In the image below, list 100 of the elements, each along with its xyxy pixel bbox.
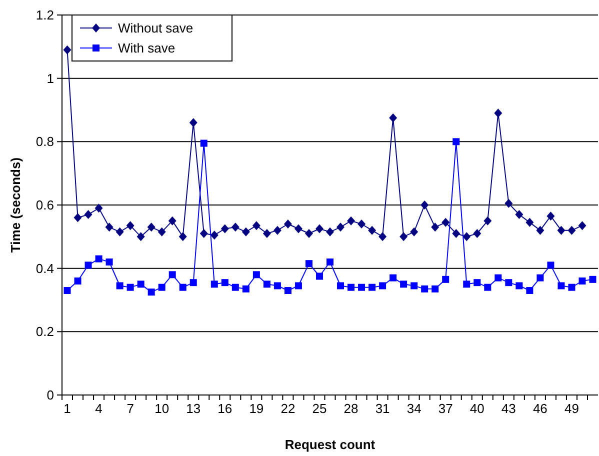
point xyxy=(379,282,386,290)
point xyxy=(378,232,387,242)
point xyxy=(158,284,166,291)
point xyxy=(452,138,460,146)
point xyxy=(284,287,292,294)
y-tick-label: 0.6 xyxy=(36,198,54,213)
point xyxy=(220,224,229,234)
point xyxy=(74,278,82,284)
point xyxy=(95,255,102,262)
point xyxy=(294,224,302,234)
point xyxy=(526,218,534,227)
y-tick-label: 0 xyxy=(46,388,54,403)
point xyxy=(368,226,376,235)
point xyxy=(232,284,239,291)
point xyxy=(231,222,240,232)
point xyxy=(536,226,544,235)
point xyxy=(400,232,408,242)
x-tick-label: 4 xyxy=(95,401,102,416)
point xyxy=(274,282,281,290)
x-tick-label: 16 xyxy=(218,401,232,416)
point xyxy=(432,285,439,292)
point xyxy=(505,279,512,286)
x-tick-label: 31 xyxy=(375,401,390,416)
point xyxy=(515,210,524,219)
point xyxy=(168,216,176,226)
point xyxy=(546,212,555,221)
point xyxy=(252,221,260,230)
x-tick-label: 1 xyxy=(64,401,71,416)
point xyxy=(547,262,554,269)
point xyxy=(462,232,471,242)
y-tick-label: 1 xyxy=(46,70,54,86)
point xyxy=(294,282,302,290)
point xyxy=(126,221,134,230)
point xyxy=(242,285,250,292)
point xyxy=(137,280,144,288)
point xyxy=(284,220,292,228)
point xyxy=(116,227,124,236)
point xyxy=(494,108,502,118)
x-tick-label: 37 xyxy=(438,401,453,416)
point xyxy=(316,272,323,280)
point xyxy=(64,287,71,294)
point xyxy=(484,284,492,291)
point xyxy=(484,216,492,226)
y-tick-label: 0.4 xyxy=(36,260,54,276)
legend-label: With save xyxy=(118,40,176,56)
x-tick-label: 7 xyxy=(126,401,134,416)
x-axis-title: Request count xyxy=(284,437,376,452)
x-tick-label: 28 xyxy=(344,401,358,416)
point xyxy=(189,118,198,128)
point xyxy=(74,213,82,222)
point xyxy=(263,280,270,288)
point xyxy=(442,276,450,283)
point xyxy=(148,288,155,296)
point xyxy=(168,271,176,278)
point xyxy=(84,262,92,269)
point xyxy=(494,274,502,282)
point xyxy=(304,229,313,238)
point xyxy=(442,218,450,227)
x-tick-label: 34 xyxy=(406,401,422,416)
point xyxy=(200,229,208,238)
point xyxy=(516,282,523,290)
point xyxy=(452,229,460,238)
point xyxy=(557,226,566,235)
point xyxy=(348,284,355,291)
point xyxy=(94,204,103,213)
point xyxy=(242,227,250,236)
point xyxy=(158,227,166,236)
point xyxy=(200,140,208,147)
point xyxy=(358,220,366,228)
point xyxy=(347,216,356,226)
point xyxy=(106,258,113,266)
point xyxy=(358,284,366,291)
point xyxy=(116,282,124,290)
point xyxy=(315,224,324,234)
point xyxy=(421,285,428,292)
point xyxy=(568,226,576,235)
point xyxy=(410,227,418,236)
point xyxy=(63,45,72,54)
point xyxy=(326,227,334,236)
point xyxy=(252,271,260,278)
point xyxy=(178,232,187,242)
point xyxy=(536,274,544,282)
point xyxy=(221,279,228,286)
point xyxy=(400,280,408,288)
legend-label: Without save xyxy=(118,20,194,36)
point xyxy=(578,221,586,230)
point xyxy=(136,232,145,242)
point xyxy=(210,230,218,240)
y-tick-label: 0.2 xyxy=(36,324,54,340)
x-tick-label: 19 xyxy=(249,401,264,416)
point xyxy=(305,260,312,268)
y-tick-label: 1.2 xyxy=(36,8,54,23)
point xyxy=(431,222,440,232)
y-axis-title: Time (seconds) xyxy=(8,157,23,253)
point xyxy=(273,226,282,235)
point xyxy=(568,284,576,291)
point xyxy=(474,279,481,286)
x-tick-label: 22 xyxy=(280,401,296,416)
x-tick-label: 25 xyxy=(312,401,327,416)
point xyxy=(589,276,596,283)
